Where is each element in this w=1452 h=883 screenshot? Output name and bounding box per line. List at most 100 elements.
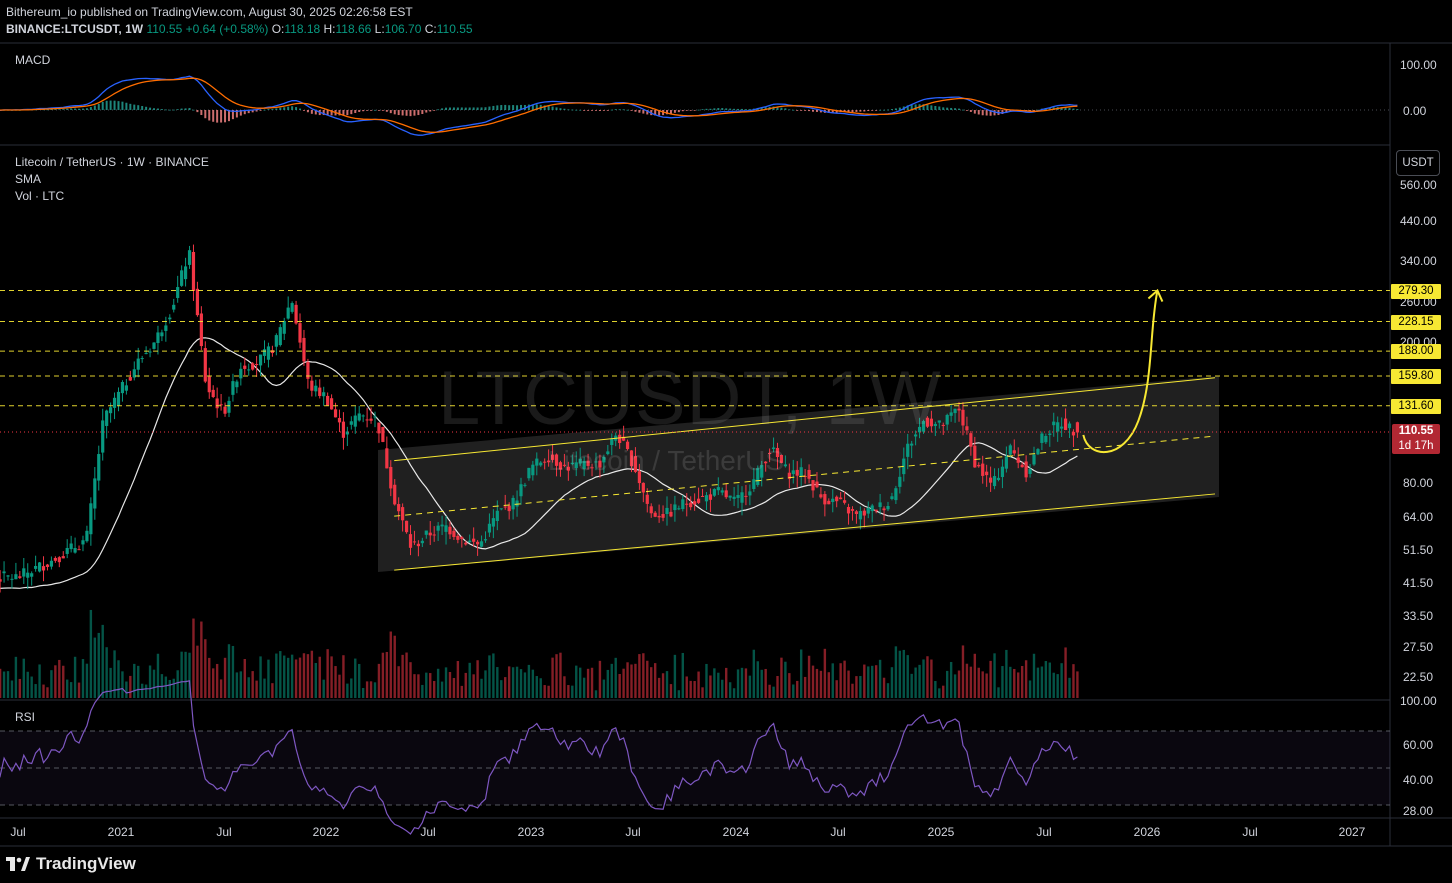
level-tag[interactable]: 279.30 — [1391, 284, 1441, 299]
price-tick: 80.00 — [1403, 476, 1434, 490]
price-tick: 64.00 — [1403, 510, 1434, 524]
macd-hist-bar — [421, 110, 424, 115]
macd-hist-bar — [989, 110, 992, 116]
level-tag[interactable]: 131.60 — [1391, 399, 1441, 414]
volume-bar — [764, 668, 767, 698]
macd-hist-bar — [954, 108, 957, 110]
macd-hist-bar — [283, 107, 286, 110]
volume-bar — [602, 679, 606, 698]
candle-body — [294, 304, 298, 324]
macd-hist-bar — [109, 100, 112, 110]
last-price-tag[interactable]: 110.55 1d 17h — [1392, 424, 1440, 454]
volume-bar — [1032, 653, 1036, 698]
level-tag[interactable]: 159.80 — [1391, 369, 1441, 384]
volume-bar — [926, 656, 929, 698]
candle-body — [211, 389, 215, 397]
projection-arrow[interactable] — [1082, 288, 1164, 454]
channel-lines[interactable] — [394, 377, 1216, 571]
level-tag[interactable]: 228.15 — [1391, 315, 1441, 330]
candle-body — [6, 575, 10, 577]
candle-body — [266, 346, 271, 360]
candle-body — [207, 376, 211, 393]
price-tick: 22.50 — [1403, 670, 1434, 684]
volume-bar — [965, 663, 969, 698]
candle-body — [34, 565, 38, 569]
macd-hist-bar — [906, 105, 909, 110]
volume-bar — [1044, 661, 1048, 698]
macd-hist-bar — [1072, 108, 1075, 110]
macd-hist-bar — [437, 109, 440, 111]
volume-bar — [259, 656, 262, 698]
volume-bar — [906, 655, 909, 698]
candle-body — [1071, 431, 1076, 436]
macd-hist-bar — [464, 107, 467, 110]
volume-bar — [239, 671, 243, 698]
candle-body — [985, 471, 989, 476]
macd-hist-bar — [105, 100, 108, 110]
rsi-pane[interactable] — [0, 680, 1390, 835]
candle-body — [550, 454, 555, 460]
volume-bar — [334, 666, 337, 698]
macd-hist-bar — [145, 106, 148, 110]
volume-bar — [405, 652, 408, 698]
volume-bar — [997, 687, 1000, 698]
candle-body — [251, 363, 255, 370]
macd-hist-bar — [156, 108, 159, 110]
horizontal-levels[interactable] — [0, 290, 1390, 407]
currency-button[interactable]: USDT — [1396, 150, 1440, 176]
macd-hist-bar — [646, 110, 649, 115]
macd-hist-bar — [634, 110, 637, 112]
macd-hist-bar — [354, 110, 357, 114]
volume-bar — [235, 672, 239, 698]
level-tag[interactable]: 188.00 — [1391, 344, 1441, 359]
candle-body — [515, 500, 519, 507]
macd-hist-bar — [204, 110, 207, 119]
candle-body — [412, 541, 417, 543]
macd-hist-bar — [133, 104, 136, 110]
macd-hist-bar — [800, 110, 803, 111]
candle-body — [69, 543, 73, 550]
candle-body — [870, 505, 874, 512]
volume-bar — [851, 683, 854, 698]
macd-hist-bar — [97, 103, 100, 110]
volume-bar — [42, 684, 45, 698]
tradingview-logo[interactable]: TradingView — [6, 852, 136, 876]
candle-body — [337, 417, 342, 423]
candle-body — [602, 456, 606, 463]
candle-body — [657, 515, 661, 518]
macd-hist-bar — [1068, 107, 1071, 110]
volume-bar — [231, 645, 235, 698]
macd-hist-bar — [472, 107, 475, 110]
macd-hist-bar — [172, 109, 175, 111]
volume-bar — [717, 672, 720, 698]
macd-pane[interactable] — [0, 75, 1390, 136]
candle-body — [112, 397, 117, 408]
volume-bar — [358, 663, 361, 698]
macd-hist-bar — [350, 110, 353, 115]
volume-bar — [1024, 660, 1028, 698]
rsi-label: RSI — [15, 710, 36, 724]
volume-bar — [586, 668, 590, 698]
sma-label[interactable]: SMA — [15, 172, 42, 186]
volume-bar — [610, 663, 613, 698]
macd-hist-bar — [153, 108, 156, 110]
candle-body — [1008, 445, 1012, 455]
volume-label[interactable]: Vol · LTC — [15, 189, 65, 203]
macd-hist-bar — [654, 110, 657, 116]
volume-bar — [626, 662, 629, 698]
candle-body — [393, 484, 397, 505]
candle-body — [247, 369, 251, 371]
candles — [0, 244, 1080, 593]
volume-bar — [58, 659, 61, 698]
volume-bar — [535, 676, 538, 698]
candle-body — [523, 484, 527, 486]
volume-bar — [306, 654, 310, 698]
candle-body — [302, 337, 306, 362]
macd-hist-bar — [373, 109, 376, 111]
volume-bar — [847, 670, 850, 698]
volume-bar — [184, 651, 187, 698]
macd-hist-bar — [965, 110, 968, 111]
macd-hist-bar — [926, 104, 929, 110]
candle-body — [314, 385, 318, 392]
